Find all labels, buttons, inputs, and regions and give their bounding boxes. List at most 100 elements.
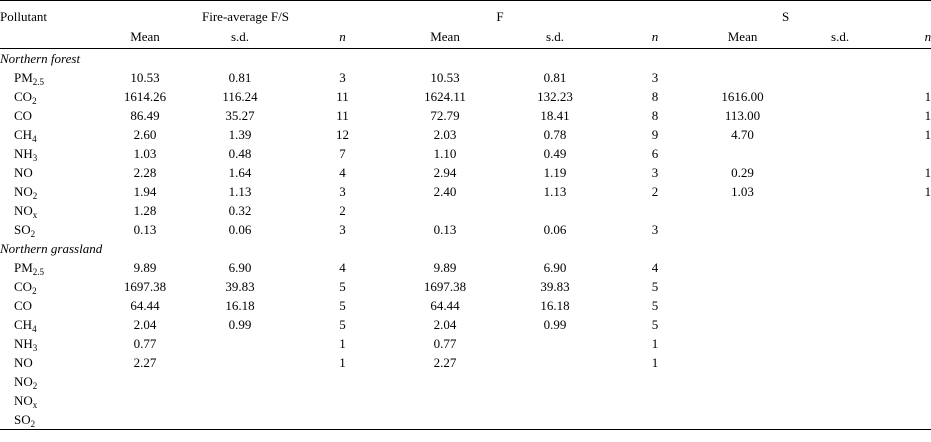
cell-sd: 0.06 (228, 221, 252, 237)
cell-sd: 0.06 (543, 221, 567, 237)
subheader-sd: s.d. (185, 26, 295, 49)
cell-n (895, 315, 931, 334)
cell-n: 11 (336, 107, 349, 123)
table-row: CO 86.49 35.27 11 72.79 18.41 8 113.00 1 (0, 106, 931, 125)
group-header-f: F (390, 0, 701, 26)
cell-mean: 2.60 (133, 126, 157, 142)
cell-mean (700, 201, 785, 220)
cell-sd: 0.81 (543, 69, 567, 85)
cell-mean: 1697.38 (123, 278, 167, 294)
cell-mean: 9.89 (433, 259, 457, 275)
cell-n (895, 353, 931, 372)
pollutant-name: CO2 (0, 87, 105, 106)
cell-sd (785, 353, 895, 372)
section-row: Northern grassland (0, 239, 931, 258)
cell-n: 5 (339, 278, 346, 294)
table-header: Pollutant Fire-average F/S F S Mean s.d.… (0, 0, 931, 49)
cell-n: 3 (651, 221, 659, 237)
section-row: Northern forest (0, 49, 931, 69)
cell-n (295, 410, 391, 430)
cell-sd (185, 334, 295, 353)
cell-mean (700, 410, 786, 430)
cell-mean (105, 391, 185, 410)
cell-n: 1 (339, 335, 346, 351)
group-header-fire-average: Fire-average F/S (105, 0, 391, 26)
table-row: PM2.5 9.89 6.90 4 9.89 6.90 4 (0, 258, 931, 277)
cell-n: 4 (339, 164, 346, 180)
table-row: NO 2.27 1 2.27 1 (0, 353, 931, 372)
cell-mean: 2.27 (133, 354, 157, 370)
cell-mean (700, 220, 785, 239)
cell-sd (785, 391, 895, 410)
cell-mean: 1614.26 (123, 88, 167, 104)
table-row: NO2 (0, 372, 931, 391)
cell-n: 5 (651, 278, 659, 294)
table-row: CH4 2.60 1.39 12 2.03 0.78 9 4.70 1 (0, 125, 931, 144)
pollutant-base: NH (14, 335, 33, 351)
cell-mean: 64.44 (430, 297, 460, 313)
cell-mean: 1616.00 (721, 88, 764, 104)
cell-sd (185, 353, 295, 372)
cell-sd (785, 372, 895, 391)
cell-n: 5 (651, 297, 659, 313)
table-row: CH4 2.04 0.99 5 2.04 0.99 5 (0, 315, 931, 334)
pollutant-name: CO (0, 106, 105, 125)
cell-n (895, 372, 931, 391)
pollutant-subscript: 3 (32, 342, 38, 353)
subheader-sd: s.d. (500, 26, 611, 49)
pollutant-name: NH3 (0, 144, 105, 163)
cell-sd: 0.32 (228, 202, 252, 218)
cell-sd (785, 258, 895, 277)
cell-sd (785, 334, 895, 353)
cell-mean (700, 372, 785, 391)
cell-mean (700, 391, 785, 410)
cell-n (610, 201, 700, 220)
pollutant-base: NO (14, 354, 33, 370)
pollutant-name: CO (0, 296, 105, 315)
pollutant-subscript: 2.5 (32, 266, 45, 277)
cell-n (610, 372, 700, 391)
subheader-n: n (610, 26, 701, 49)
cell-n (895, 410, 931, 430)
cell-n (895, 201, 931, 220)
pollutant-subscript: 2 (30, 418, 36, 429)
cell-n (895, 296, 931, 315)
cell-mean: 1697.38 (423, 278, 467, 294)
cell-sd (185, 372, 295, 391)
cell-mean (105, 372, 185, 391)
cell-n (610, 410, 701, 430)
cell-mean: 1.28 (133, 202, 157, 218)
table-row: NO 2.28 1.64 4 2.94 1.19 3 0.29 1 (0, 163, 931, 182)
pollutant-name: NO (0, 163, 105, 182)
cell-sd: 6.90 (543, 259, 567, 275)
cell-n: 1 (924, 88, 931, 104)
table-row: NH3 0.77 1 0.77 1 (0, 334, 931, 353)
cell-mean: 0.13 (433, 221, 457, 237)
cell-sd (785, 410, 896, 430)
cell-sd (500, 391, 610, 410)
cell-n: 1 (651, 335, 659, 351)
cell-sd (785, 106, 895, 125)
pollutant-name: NOx (0, 201, 105, 220)
cell-sd: 1.39 (228, 126, 252, 142)
pollutant-header: Pollutant (0, 0, 105, 26)
cell-sd (785, 201, 895, 220)
subheader-mean: Mean (700, 26, 786, 49)
cell-n (895, 277, 931, 296)
pollutant-base: CH (14, 126, 33, 142)
pollutant-subscript: 4 (32, 323, 37, 334)
pollutant-base: NO (14, 202, 33, 218)
cell-sd (785, 296, 895, 315)
pollutant-base: CO (14, 88, 33, 104)
cell-n: 5 (651, 316, 659, 332)
cell-sd: 35.27 (225, 107, 255, 123)
cell-sd: 0.78 (543, 126, 567, 142)
cell-sd: 1.64 (228, 164, 252, 180)
pollutant-subscript: x (32, 399, 38, 410)
cell-mean (700, 315, 785, 334)
cell-n: 3 (339, 69, 346, 85)
pollutant-name: SO2 (0, 410, 105, 430)
cell-n: 8 (651, 107, 659, 123)
cell-mean: 0.13 (133, 221, 157, 237)
cell-n: 1 (924, 183, 931, 199)
